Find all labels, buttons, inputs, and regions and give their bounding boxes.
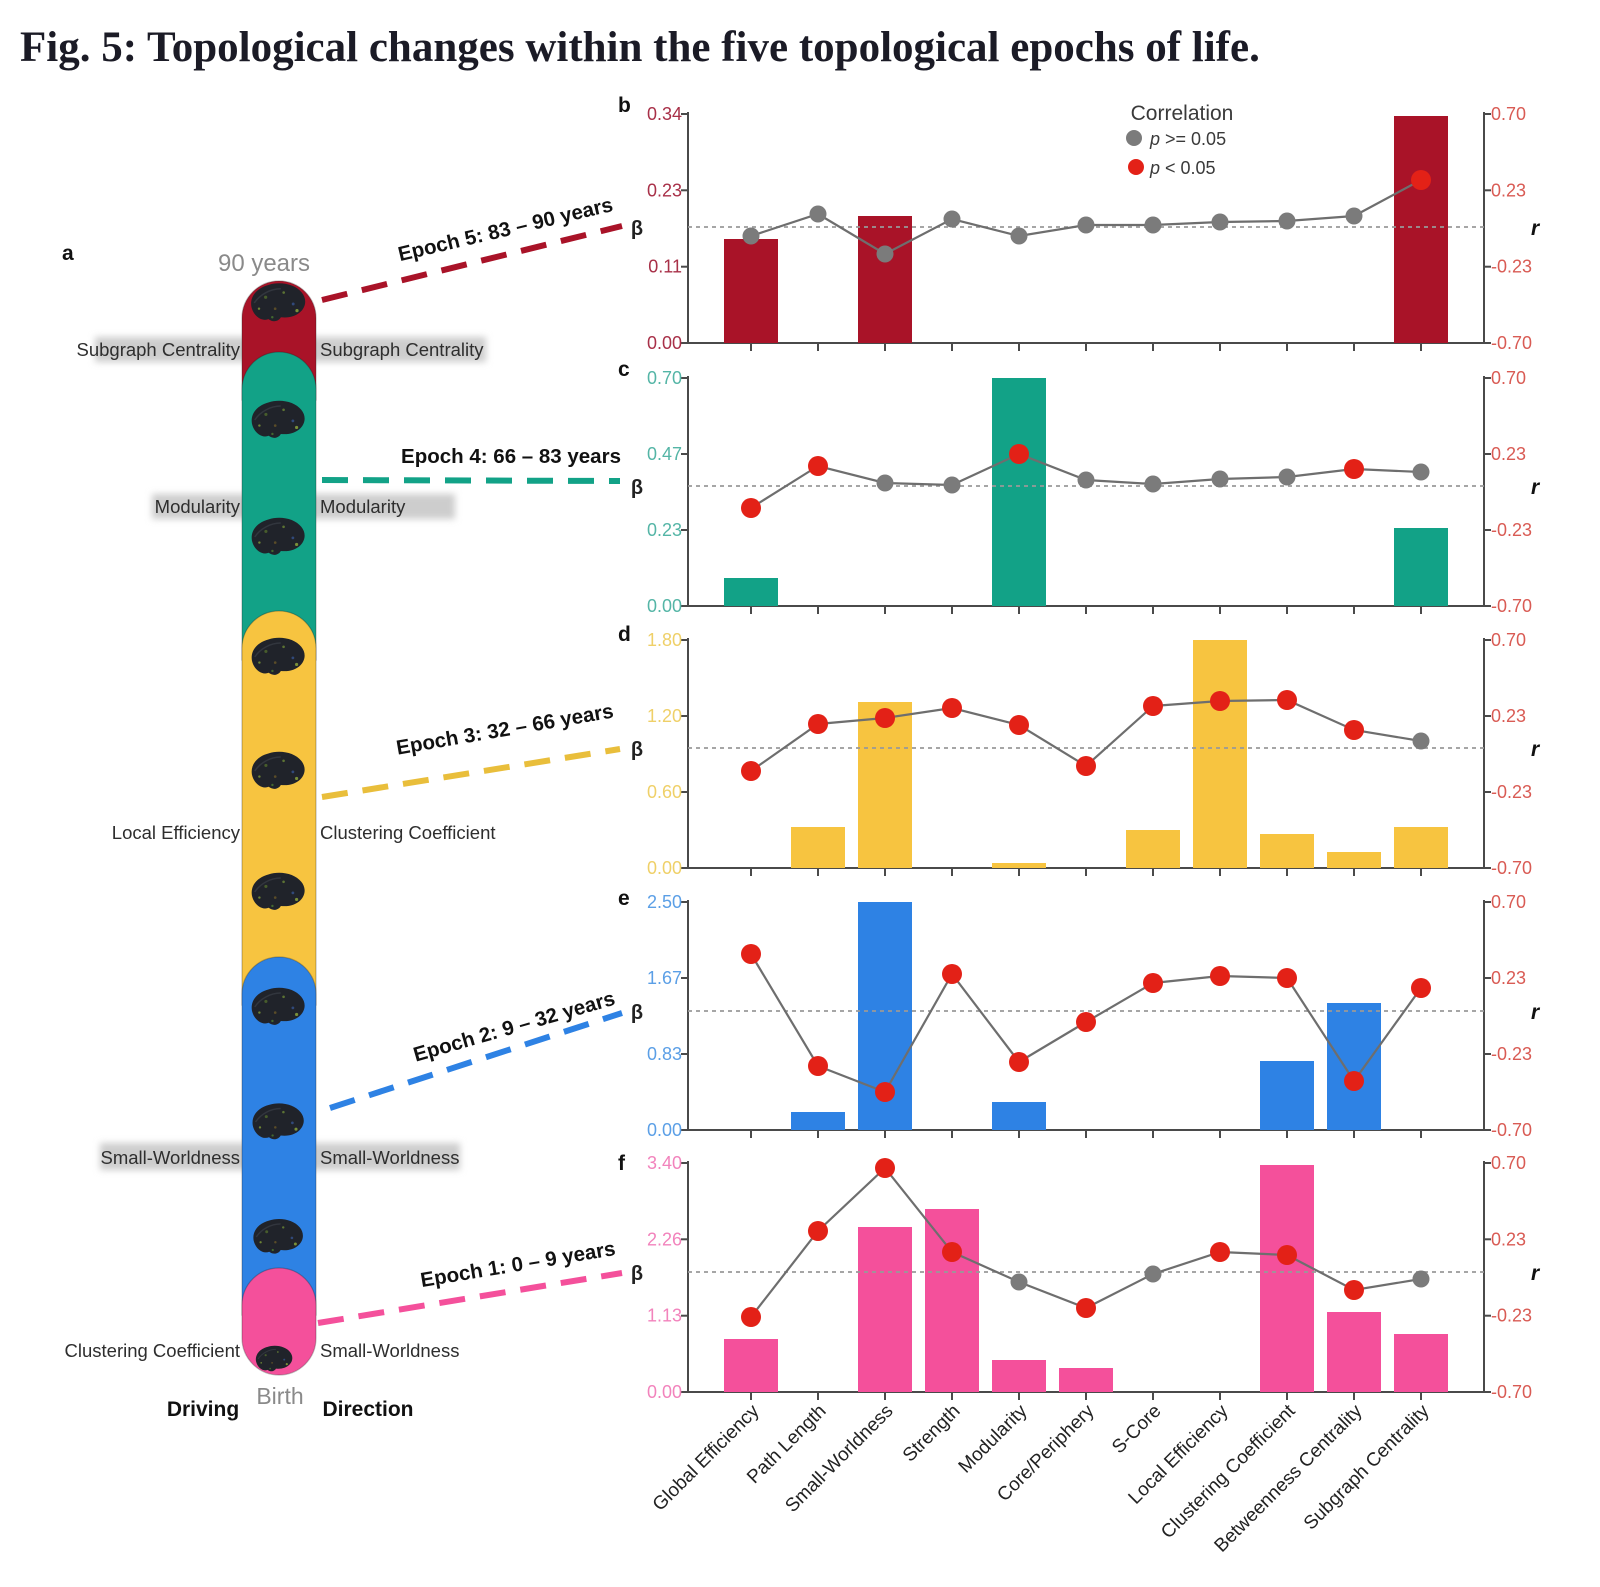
svg-text:β: β xyxy=(631,477,643,499)
svg-text:0.23: 0.23 xyxy=(1491,706,1526,726)
svg-text:Subgraph Centrality: Subgraph Centrality xyxy=(76,339,240,360)
svg-text:0.00: 0.00 xyxy=(647,333,682,353)
svg-text:p < 0.05: p < 0.05 xyxy=(1149,158,1216,178)
svg-text:Small-Worldness: Small-Worldness xyxy=(320,1147,459,1168)
svg-text:2.50: 2.50 xyxy=(647,892,682,912)
svg-text:-0.23: -0.23 xyxy=(1491,257,1532,277)
svg-text:r: r xyxy=(1531,476,1541,499)
svg-text:0.23: 0.23 xyxy=(1491,968,1526,988)
svg-text:c: c xyxy=(618,358,630,381)
svg-text:1.20: 1.20 xyxy=(647,706,682,726)
svg-text:-0.23: -0.23 xyxy=(1491,1044,1532,1064)
svg-text:e: e xyxy=(618,887,630,910)
svg-text:Direction: Direction xyxy=(322,1398,413,1421)
svg-text:Local Efficiency: Local Efficiency xyxy=(112,822,241,843)
svg-text:0.00: 0.00 xyxy=(647,596,682,616)
svg-text:90 years: 90 years xyxy=(218,250,310,277)
svg-text:0.34: 0.34 xyxy=(647,104,682,124)
svg-text:r: r xyxy=(1531,217,1541,240)
svg-text:-0.23: -0.23 xyxy=(1491,782,1532,802)
svg-text:β: β xyxy=(631,218,643,240)
svg-text:Epoch 4: 66 – 83 years: Epoch 4: 66 – 83 years xyxy=(401,445,621,468)
svg-text:0.70: 0.70 xyxy=(1491,368,1526,388)
svg-text:Small-Worldness: Small-Worldness xyxy=(320,1340,459,1361)
svg-text:p >= 0.05: p >= 0.05 xyxy=(1149,129,1226,149)
svg-text:β: β xyxy=(631,1263,643,1285)
svg-text:0.00: 0.00 xyxy=(647,1382,682,1402)
svg-text:1.80: 1.80 xyxy=(647,630,682,650)
svg-text:Modularity: Modularity xyxy=(155,496,241,517)
svg-text:-0.70: -0.70 xyxy=(1491,1382,1532,1402)
svg-text:0.23: 0.23 xyxy=(1491,180,1526,200)
svg-text:b: b xyxy=(618,94,631,117)
svg-text:-0.70: -0.70 xyxy=(1491,596,1532,616)
svg-text:Subgraph Centrality: Subgraph Centrality xyxy=(320,339,484,360)
svg-text:Small-Worldness: Small-Worldness xyxy=(101,1147,240,1168)
svg-text:a: a xyxy=(62,242,74,265)
svg-text:0.11: 0.11 xyxy=(648,257,682,277)
svg-text:1.67: 1.67 xyxy=(647,968,682,988)
svg-text:-0.70: -0.70 xyxy=(1491,858,1532,878)
svg-text:Fig. 5: Topological changes wi: Fig. 5: Topological changes within the f… xyxy=(20,24,1260,71)
svg-text:-0.23: -0.23 xyxy=(1491,1306,1532,1326)
svg-text:d: d xyxy=(618,623,631,646)
svg-text:-0.70: -0.70 xyxy=(1491,333,1532,353)
svg-text:0.70: 0.70 xyxy=(1491,630,1526,650)
svg-text:-0.70: -0.70 xyxy=(1491,1120,1532,1140)
svg-text:3.40: 3.40 xyxy=(647,1153,682,1173)
svg-text:2.26: 2.26 xyxy=(647,1229,682,1249)
svg-text:0.23: 0.23 xyxy=(647,520,682,540)
svg-text:β: β xyxy=(631,1002,643,1024)
svg-text:Clustering Coefficient: Clustering Coefficient xyxy=(65,1340,241,1361)
svg-text:r: r xyxy=(1531,1001,1541,1024)
svg-text:0.83: 0.83 xyxy=(647,1044,682,1064)
svg-text:0.60: 0.60 xyxy=(647,782,682,802)
svg-text:0.70: 0.70 xyxy=(1491,892,1526,912)
svg-text:0.23: 0.23 xyxy=(647,180,682,200)
svg-text:-0.23: -0.23 xyxy=(1491,520,1532,540)
svg-text:Birth: Birth xyxy=(256,1383,303,1409)
svg-text:0.23: 0.23 xyxy=(1491,1229,1526,1249)
svg-text:Correlation: Correlation xyxy=(1131,102,1234,125)
svg-text:0.23: 0.23 xyxy=(1491,444,1526,464)
svg-text:Driving: Driving xyxy=(167,1398,239,1421)
svg-text:0.70: 0.70 xyxy=(1491,1153,1526,1173)
svg-text:0.70: 0.70 xyxy=(647,368,682,388)
svg-text:0.47: 0.47 xyxy=(647,444,682,464)
svg-text:β: β xyxy=(631,739,643,761)
svg-text:1.13: 1.13 xyxy=(647,1306,682,1326)
svg-text:Modularity: Modularity xyxy=(320,496,406,517)
svg-text:Clustering Coefficient: Clustering Coefficient xyxy=(320,822,496,843)
svg-text:r: r xyxy=(1531,738,1541,761)
svg-text:0.00: 0.00 xyxy=(647,858,682,878)
svg-text:r: r xyxy=(1531,1262,1541,1285)
svg-text:0.70: 0.70 xyxy=(1491,104,1526,124)
svg-text:0.00: 0.00 xyxy=(647,1120,682,1140)
svg-text:f: f xyxy=(618,1152,626,1175)
